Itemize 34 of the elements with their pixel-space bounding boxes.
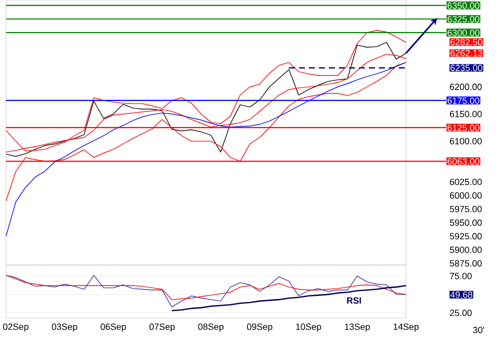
y-tick-label: 5900.00 bbox=[450, 246, 482, 253]
y-tick-label: 5950.00 bbox=[450, 219, 482, 226]
y-tick-label: 5875.00 bbox=[450, 260, 482, 267]
y-tick-label: 5925.00 bbox=[450, 233, 482, 240]
text: 30' bbox=[473, 326, 484, 334]
y-tick-label: 6282.50 bbox=[450, 38, 482, 46]
x-tick-label: 03Sep bbox=[52, 324, 78, 332]
y-tick-label: 6000.00 bbox=[450, 192, 482, 199]
x-tick-label: 10Sep bbox=[296, 324, 322, 332]
ref-line-label: 6350.00 bbox=[448, 2, 480, 9]
x-tick-label: 02Sep bbox=[3, 324, 28, 332]
ref-line-label: 6063.00 bbox=[448, 158, 480, 165]
y-tick-label: 5975.00 bbox=[450, 206, 482, 212]
y-tick-label: 75.00 bbox=[450, 272, 472, 280]
y-tick-label: 6200.00 bbox=[450, 84, 482, 90]
y-tick-label: 6150.00 bbox=[450, 110, 482, 118]
x-tick-label: 07Sep bbox=[149, 324, 175, 332]
annotation: RSI bbox=[347, 297, 361, 304]
x-tick-label: 14Sep bbox=[394, 324, 419, 332]
y-tick-label: 6235.00 bbox=[450, 64, 482, 72]
y-tick-label: 49.68 bbox=[450, 291, 472, 298]
x-tick-label: 13Sep bbox=[344, 324, 370, 332]
y-tick-label: 6262.13 bbox=[450, 50, 482, 56]
ref-line-label: 6325.00 bbox=[448, 16, 480, 22]
y-tick-label: 25.00 bbox=[450, 310, 472, 316]
x-tick-label: 09Sep bbox=[246, 324, 272, 332]
ref-line-label: 6175.00 bbox=[448, 97, 480, 104]
y-tick-label: 6100.00 bbox=[450, 138, 482, 144]
line-series bbox=[171, 284, 407, 312]
ref-line-label: 6125.00 bbox=[448, 124, 480, 131]
y-tick-label: 6025.00 bbox=[450, 178, 482, 186]
ref-line-label: 6300.00 bbox=[448, 30, 480, 36]
x-tick-label: 06Sep bbox=[100, 324, 126, 332]
x-tick-label: 08Sep bbox=[198, 324, 224, 332]
